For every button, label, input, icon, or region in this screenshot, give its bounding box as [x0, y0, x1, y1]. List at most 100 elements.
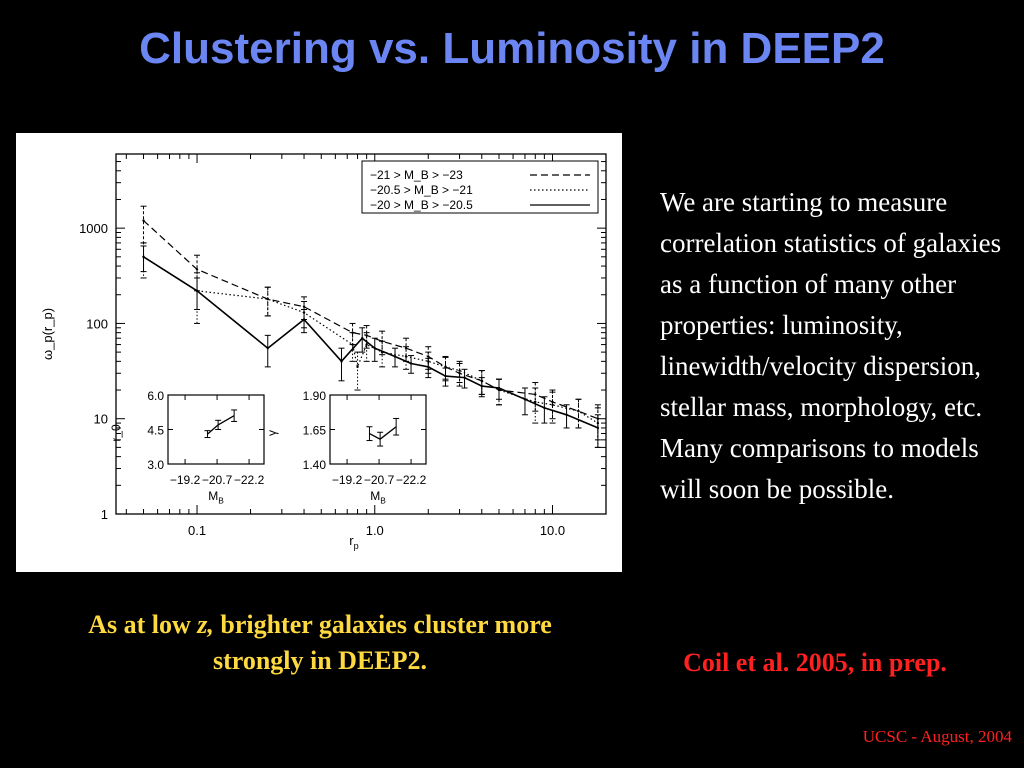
inset-y-tick-label: 6.0	[147, 389, 164, 403]
inset-x-axis-label-r0: MB	[208, 489, 224, 506]
data-point	[551, 400, 554, 404]
data-point	[565, 413, 568, 416]
y-tick-label: 10	[94, 412, 108, 427]
body-text: We are starting to measure correlation s…	[660, 187, 1002, 504]
x-tick-label: 0.1	[188, 523, 206, 538]
data-point	[463, 376, 466, 379]
data-point	[393, 355, 397, 358]
inset-y-tick-label: 4.5	[147, 424, 164, 438]
error-bar	[532, 381, 539, 412]
error-bar	[363, 332, 370, 362]
series-line-1	[143, 220, 599, 420]
data-point	[361, 336, 364, 340]
x-tick-label: 1.0	[366, 523, 384, 538]
y-axis-label: ω_p(r_p)	[40, 308, 55, 360]
data-point	[266, 346, 269, 350]
caption-text-1: As at low	[88, 610, 198, 639]
data-point	[404, 355, 408, 358]
error-bar	[575, 398, 582, 429]
error-bar	[359, 327, 366, 353]
chart-panel: 0.1 1.0 10.0 1 10 100 1000 rp ω_p(r_p) −21 > M_B …	[16, 133, 622, 572]
data-point	[534, 400, 537, 404]
data-point	[365, 343, 368, 346]
error-bar	[461, 368, 468, 389]
error-bar	[371, 337, 378, 362]
legend-box	[361, 160, 599, 214]
data-point	[351, 343, 354, 346]
legend-label: −20 > M_B > −20.5	[370, 198, 473, 212]
data-point	[534, 393, 537, 396]
inset-error-bar	[204, 430, 211, 439]
error-bar	[264, 286, 271, 317]
data-point	[195, 289, 199, 293]
error-bar	[541, 396, 548, 424]
inset-x-tick-label: −19.2	[332, 473, 363, 487]
inset-x-tick-label: −20.7	[202, 473, 233, 487]
inset-error-bar	[231, 409, 238, 422]
error-bar	[140, 245, 147, 273]
error-bar	[549, 391, 556, 424]
footer: UCSC - August, 2004	[862, 727, 1012, 746]
inset-y-tick-label: 3.0	[147, 458, 164, 472]
inset-x-tick-label: −22.2	[396, 473, 427, 487]
y-tick-label: 1000	[79, 221, 108, 236]
inset-x-axis-label-gamma: MB	[370, 489, 386, 506]
error-bar	[379, 340, 386, 368]
slide-title: Clustering vs. Luminosity in DEEP2	[139, 24, 885, 73]
data-point	[266, 297, 269, 301]
data-point	[551, 403, 554, 406]
error-bar	[194, 277, 201, 311]
error-bar	[563, 404, 570, 429]
data-point	[543, 406, 546, 410]
data-point	[365, 334, 368, 337]
plot-frame	[115, 153, 607, 515]
inset-error-bar	[393, 417, 400, 436]
data-point	[523, 398, 527, 401]
inset-y-axis-label-r0: r_0	[109, 424, 123, 442]
inset-error-bar	[215, 419, 222, 430]
x-axis-label: rp	[349, 533, 358, 551]
y-tick-label: 100	[86, 316, 108, 331]
inset-x-tick-label: −22.2	[234, 473, 265, 487]
inset-error-bar	[377, 431, 384, 447]
error-bar	[442, 367, 449, 387]
error-bar	[478, 377, 485, 398]
error-bar	[456, 360, 463, 383]
data-point	[577, 409, 580, 413]
error-bar	[594, 414, 601, 448]
inset-x-tick-label: −20.7	[364, 473, 395, 487]
data-point	[497, 386, 501, 390]
data-point	[444, 374, 447, 378]
data-point	[480, 384, 483, 388]
inset-error-bar	[366, 426, 373, 442]
legend-label: −20.5 > M_B > −21	[370, 183, 473, 197]
y-tick-label: 1	[101, 507, 108, 522]
caption-italic: z,	[197, 610, 214, 639]
caption-text-2: brighter galaxies cluster more strongly …	[212, 610, 552, 675]
error-bar	[456, 362, 463, 387]
data-point	[340, 360, 343, 363]
inset-y-tick-label: 1.90	[303, 389, 327, 403]
data-point	[444, 365, 447, 369]
error-bar	[403, 346, 410, 370]
correlation-chart: 0.1 1.0 10.0 1 10 100 1000 rp ω_p(r_p) −21 > M_B …	[40, 153, 607, 551]
inset-x-tick-label: −19.2	[170, 473, 201, 487]
caption: As at low z, brighter galaxies cluster m…	[60, 607, 580, 679]
error-bar	[549, 389, 556, 420]
data-point	[142, 255, 145, 259]
error-bar	[521, 387, 528, 416]
series-line-2	[143, 256, 599, 424]
series-line-3	[143, 256, 599, 429]
inset-frame-gamma	[329, 394, 427, 465]
error-bar	[301, 309, 308, 334]
error-bar	[425, 357, 432, 379]
inset-y-tick-label: 1.65	[303, 424, 327, 438]
error-bar	[264, 334, 271, 368]
data-point	[302, 318, 306, 321]
data-point	[427, 365, 430, 369]
data-point	[458, 369, 461, 372]
data-point	[409, 362, 413, 365]
error-bar	[532, 387, 539, 424]
x-tick-label: 10.0	[540, 523, 565, 538]
error-bar	[140, 205, 147, 244]
